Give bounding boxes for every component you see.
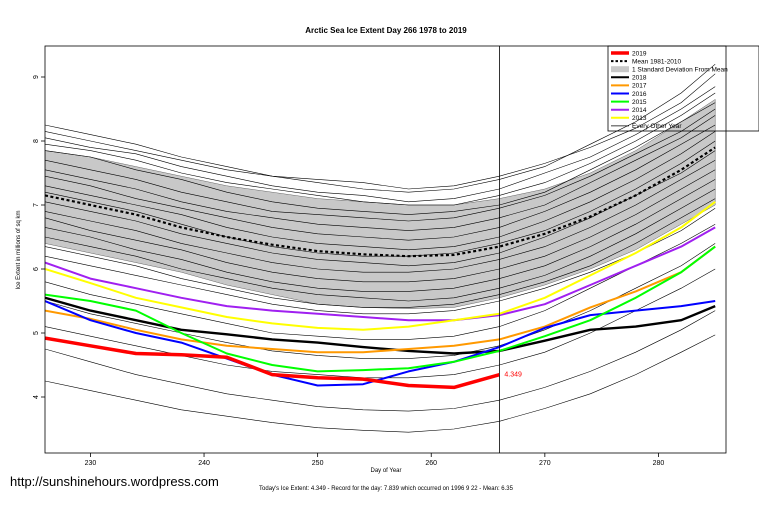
- other-year-line: [45, 86, 716, 203]
- series-line-2016: [45, 300, 716, 387]
- x-tick-label: 240: [198, 460, 210, 467]
- std-dev-band: [45, 98, 716, 309]
- plot-frame: [44, 45, 727, 454]
- series-line-2013: [45, 201, 716, 331]
- other-year-line: [45, 108, 716, 222]
- legend-label: 1 Standard Deviation From Mean: [632, 67, 728, 74]
- y-tick-label: 7: [33, 203, 40, 207]
- legend-label: 2019: [632, 50, 647, 57]
- legend-item: 2014: [611, 107, 647, 114]
- y-tick-label: 5: [33, 331, 40, 335]
- other-year-line: [45, 169, 716, 283]
- footer-summary: Today's Ice Extent: 4.349 - Record for t…: [259, 486, 514, 492]
- y-tick-label: 9: [33, 75, 40, 79]
- watermark-url: http://sunshinehours.wordpress.com: [10, 474, 219, 489]
- x-axis: 230 240 250 260 270 280: [85, 453, 665, 467]
- chart-title: Arctic Sea Ice Extent Day 266 1978 to 20…: [305, 26, 467, 35]
- x-tick-label: 260: [425, 460, 437, 467]
- legend-label: 2013: [632, 115, 647, 122]
- legend-label: 2017: [632, 83, 647, 90]
- y-axis: 4 5 6 7 8 9: [33, 75, 45, 399]
- other-year-line: [45, 179, 716, 292]
- other-year-line: [45, 115, 716, 231]
- other-year-line: [45, 73, 716, 190]
- other-year-line: [45, 131, 716, 251]
- legend-label: 2014: [632, 107, 647, 114]
- legend-item: 2016: [611, 91, 647, 98]
- x-tick-label: 230: [85, 460, 97, 467]
- y-axis-label: Ice Extent in millions of sq km: [16, 210, 22, 289]
- legend-item: Mean 1981-2010: [611, 58, 682, 65]
- other-year-line: [45, 334, 716, 433]
- series-line-mean-1981-2010: [45, 146, 716, 258]
- y-tick-label: 4: [33, 395, 40, 399]
- legend-item: 2019: [611, 50, 647, 57]
- legend-item: 2015: [611, 99, 647, 106]
- other-year-line: [45, 188, 716, 302]
- legend-item: 2018: [611, 75, 647, 82]
- other-year-line: [45, 223, 716, 340]
- other-year-line: [45, 159, 716, 273]
- y-tick-label: 8: [33, 139, 40, 143]
- other-year-line: [45, 207, 716, 315]
- legend-label: Mean 1981-2010: [632, 58, 682, 65]
- other-year-line: [45, 63, 716, 193]
- legend-box: [607, 45, 759, 132]
- other-year-line: [45, 150, 716, 267]
- other-year-line: [45, 92, 716, 206]
- legend-item: 2017: [611, 83, 647, 90]
- x-tick-label: 250: [312, 460, 324, 467]
- other-year-line: [45, 102, 716, 215]
- series-line-2018: [45, 296, 716, 355]
- other-year-line: [45, 198, 716, 308]
- series-line-2017: [45, 245, 716, 354]
- current-value-label: 4.349: [504, 372, 522, 379]
- legend-item: 1 Standard Deviation From Mean: [611, 66, 728, 74]
- legend-item: Every Other Year: [611, 123, 682, 130]
- legend-label: 2015: [632, 99, 647, 106]
- x-tick-label: 280: [653, 460, 665, 467]
- series-line-2015: [45, 245, 716, 373]
- plot-area: 4.349: [45, 46, 716, 453]
- legend-item: 2013: [611, 115, 647, 122]
- x-tick-label: 270: [539, 460, 551, 467]
- x-axis-label: Day of Year: [370, 468, 401, 474]
- legend-label: Every Other Year: [632, 123, 682, 130]
- legend-label: 2018: [632, 75, 647, 82]
- y-tick-label: 6: [33, 267, 40, 271]
- legend-label: 2016: [632, 91, 647, 98]
- series-line-2019: [45, 336, 500, 390]
- series-line-2014: [45, 226, 716, 322]
- other-year-line: [45, 124, 716, 241]
- other-year-line: [45, 310, 716, 412]
- legend-swatch: [611, 66, 629, 73]
